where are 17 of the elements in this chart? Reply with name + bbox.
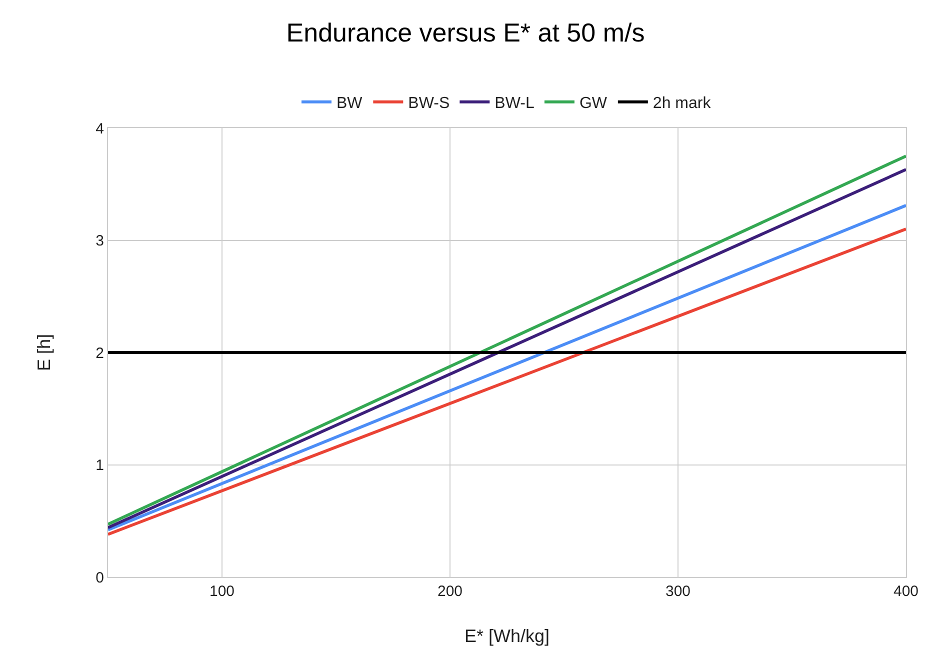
y-tick-label: 0: [96, 569, 104, 586]
x-tick-label: 200: [437, 583, 463, 600]
x-axis-title: E* [Wh/kg]: [464, 626, 550, 646]
x-tick-label: 100: [209, 583, 235, 600]
y-tick-label: 1: [96, 457, 104, 474]
legend-label: BW: [336, 95, 364, 112]
y-tick-label: 3: [96, 232, 104, 250]
y-tick-label: 4: [96, 120, 104, 138]
legend-label: GW: [579, 95, 608, 112]
legend-label: 2h mark: [652, 95, 712, 112]
y-tick-label: 2: [96, 344, 104, 362]
legend-label: BW-S: [408, 95, 450, 112]
chart-title: Endurance versus E* at 50 m/s: [286, 18, 645, 48]
y-axis-title: E [h]: [34, 334, 54, 372]
legend-label: BW-L: [494, 95, 534, 112]
x-tick-label: 300: [665, 583, 691, 600]
x-tick-label: 400: [893, 583, 919, 600]
